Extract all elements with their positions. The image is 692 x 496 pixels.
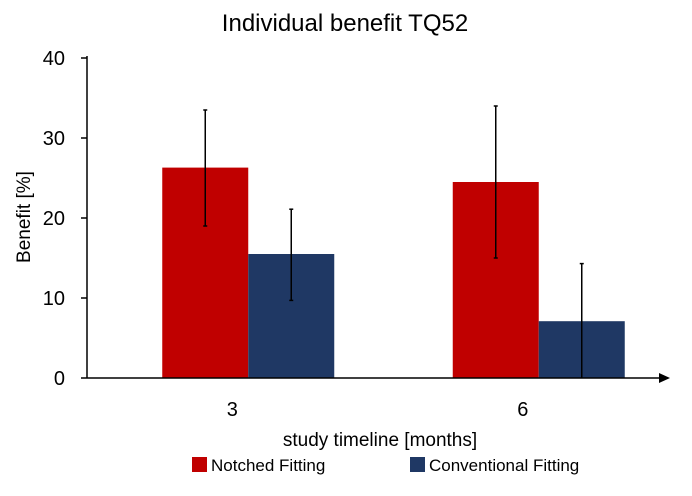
legend-swatch xyxy=(410,457,425,472)
y-tick-label: 40 xyxy=(43,48,65,70)
y-axis-label: Benefit [%] xyxy=(14,171,35,263)
x-axis-label: study timeline [months] xyxy=(283,430,477,451)
x-tick-label: 6 xyxy=(517,399,528,421)
legend-swatch xyxy=(192,457,207,472)
x-tick-label: 3 xyxy=(227,399,238,421)
legend-label: Notched Fitting xyxy=(211,456,325,475)
legend-label: Conventional Fitting xyxy=(429,456,579,475)
legend: Notched Fitting Conventional Fitting xyxy=(192,456,579,475)
chart-title: Individual benefit TQ52 xyxy=(222,10,468,37)
y-tick-label: 20 xyxy=(43,208,65,230)
plot-area: 0 10 20 30 40 3 6 xyxy=(43,48,670,421)
x-axis-arrow xyxy=(659,373,670,383)
y-tick-label: 0 xyxy=(54,368,65,390)
y-tick-label: 10 xyxy=(43,288,65,310)
y-tick-label: 30 xyxy=(43,128,65,150)
